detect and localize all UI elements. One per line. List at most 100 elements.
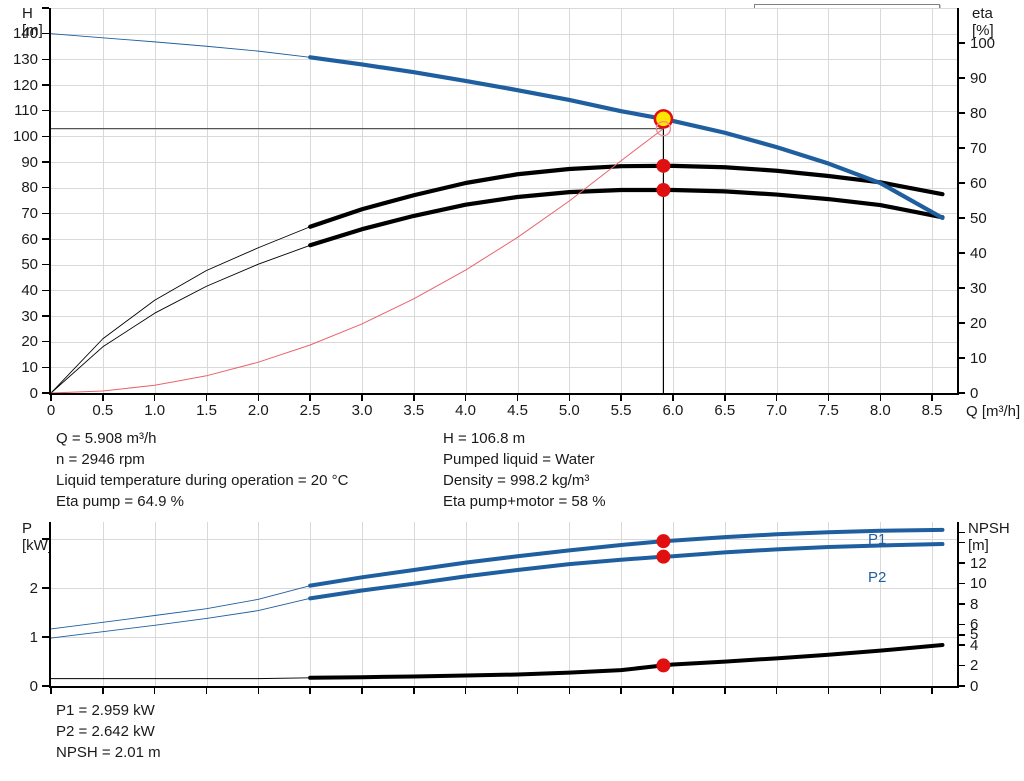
- info-p1: P1 = 2.959 kW: [56, 702, 155, 719]
- tick-label-left: 120: [12, 76, 38, 94]
- gridline-h: [51, 110, 958, 112]
- gridline-v-bottom: [206, 522, 208, 686]
- tick-x: [672, 394, 674, 401]
- gridline-v-bottom: [465, 522, 467, 686]
- tick-label-right-bottom: 10: [970, 575, 987, 592]
- gridline-v: [880, 8, 882, 393]
- tick-label-right: 80: [970, 104, 987, 122]
- tick-label-left: 70: [21, 204, 38, 222]
- tick-x: [464, 394, 467, 401]
- curve-layer: [50, 33, 945, 394]
- series-label-p1: P1: [868, 531, 887, 548]
- tick-right-bottom: [958, 582, 965, 585]
- tick-label-left: 0: [29, 384, 38, 402]
- tick-x-bottom: [361, 687, 363, 694]
- tick-label-left-bottom: 1: [29, 628, 38, 646]
- h-axis-title: H [m]: [22, 5, 43, 39]
- tick-x-bottom: [464, 687, 467, 694]
- head-efficiency-chart: H [m] eta [%] CRI 5-20, 3*400 V, 50Hz 01…: [12, 4, 1021, 420]
- tick-x: [153, 394, 156, 401]
- tick-left-bottom: [42, 636, 49, 638]
- tick-x: [361, 394, 363, 401]
- gridline-v: [258, 8, 260, 393]
- p-axis-title-line2: [kW]: [22, 537, 52, 554]
- info-pumped-liquid: Pumped liquid = Water: [443, 451, 595, 468]
- tick-x-bottom: [257, 687, 260, 694]
- tick-right-bottom: [958, 644, 965, 646]
- power-plot-area: [50, 522, 958, 686]
- tick-x-bottom: [931, 687, 933, 694]
- tick-label-left: 20: [21, 333, 38, 351]
- tick-left-bottom: [42, 685, 49, 687]
- h-axis-title-line1: H: [22, 5, 33, 22]
- tick-label-x: 7.0: [766, 402, 788, 419]
- tick-label-left-bottom: 2: [29, 579, 38, 597]
- npsh-axis-title-line1: NPSH: [968, 520, 1010, 537]
- tick-x: [568, 394, 570, 401]
- gridline-v-bottom: [517, 522, 519, 686]
- tick-x: [50, 394, 52, 401]
- gridline-h: [51, 367, 958, 369]
- q-axis-title: Q [m³/h]: [966, 403, 1021, 420]
- duty-point-info-right: H = 106.8 m Pumped liquid = Water Densit…: [443, 428, 606, 512]
- info-h: H = 106.8 m: [443, 430, 526, 447]
- tick-x-bottom: [205, 687, 208, 694]
- tick-right: [958, 392, 965, 394]
- gridline-v-bottom: [724, 522, 726, 686]
- tick-x-bottom: [102, 687, 104, 694]
- tick-label-right: 40: [970, 244, 987, 262]
- tick-x-bottom: [153, 687, 156, 694]
- tick-x: [620, 394, 622, 401]
- gridline-v-bottom: [880, 522, 882, 686]
- p-axis-title-line1: P: [22, 520, 33, 537]
- info-npsh: NPSH = 2.01 m: [56, 744, 161, 761]
- gridline-v-bottom: [310, 522, 312, 686]
- tick-label-x: 1.5: [196, 402, 217, 419]
- tick-right: [958, 182, 965, 184]
- tick-x-bottom: [724, 687, 726, 694]
- gridline-h: [51, 136, 958, 138]
- tick-left: [42, 84, 49, 86]
- tick-right: [958, 252, 965, 254]
- tick-x: [827, 394, 830, 401]
- tick-left: [42, 392, 49, 394]
- gridline-h-bottom: [51, 588, 958, 590]
- eta-axis-title-line1: eta: [972, 5, 993, 22]
- tick-label-x: 2.5: [299, 402, 321, 419]
- gridline-v-bottom: [362, 522, 363, 686]
- tick-x-bottom: [672, 687, 674, 694]
- tick-label-right-bottom: 2: [970, 657, 979, 674]
- gridline-v: [154, 8, 156, 393]
- gridline-h: [51, 290, 958, 292]
- p-axis-title: P [kW]: [22, 520, 52, 554]
- tick-x: [205, 394, 208, 401]
- gridline-h: [51, 59, 958, 61]
- gridline-v-bottom: [828, 522, 830, 686]
- tick-label-x: 8.0: [869, 402, 891, 419]
- tick-right-bottom: [958, 603, 965, 605]
- gridline-v-bottom: [413, 522, 415, 686]
- tick-label-left: 10: [21, 358, 38, 376]
- gridline-v: [621, 8, 623, 393]
- tick-label-right: 60: [970, 174, 987, 192]
- eta-axis-title: eta [%]: [972, 5, 994, 39]
- tick-x: [257, 394, 260, 401]
- tick-right: [958, 112, 965, 114]
- gridline-v: [932, 8, 934, 393]
- gridline-v-bottom: [672, 522, 674, 686]
- tick-label-left: 50: [21, 256, 38, 274]
- tick-x: [724, 394, 726, 401]
- tick-x: [413, 394, 415, 401]
- tick-right-bottom: [958, 531, 965, 533]
- tick-x: [879, 394, 881, 401]
- tick-left: [42, 289, 49, 292]
- tick-label-right: 10: [970, 349, 987, 367]
- gridline-v: [672, 8, 674, 393]
- tick-label-right-bottom: 5: [970, 626, 979, 644]
- gridline-h: [51, 239, 958, 240]
- tick-label-right: 100: [970, 34, 996, 52]
- gridline-v: [413, 8, 415, 393]
- tick-label-left: 130: [12, 50, 38, 68]
- tick-label-x: 4.5: [507, 402, 528, 419]
